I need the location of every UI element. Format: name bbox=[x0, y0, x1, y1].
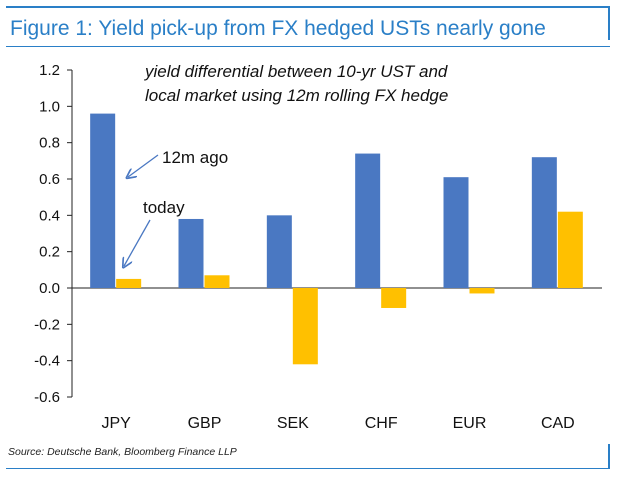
bar-12m-ago-gbp bbox=[178, 218, 204, 288]
annotation-note-line2: local market using 12m rolling FX hedge bbox=[145, 86, 448, 105]
y-tick-label: 1.0 bbox=[39, 98, 60, 115]
x-tick-label: JPY bbox=[101, 415, 131, 432]
y-tick-label: 0.2 bbox=[39, 244, 60, 261]
bar-today-gbp bbox=[204, 275, 230, 288]
x-tick-label: GBP bbox=[188, 415, 222, 432]
bar-12m-ago-chf bbox=[355, 153, 381, 288]
y-tick-label: 0.4 bbox=[39, 207, 60, 224]
bar-12m-ago-cad bbox=[531, 157, 557, 288]
chart-title: Figure 1: Yield pick-up from FX hedged U… bbox=[10, 17, 546, 40]
callout-12m-ago-arrow bbox=[128, 154, 159, 177]
y-tick-label: 0.6 bbox=[39, 171, 60, 188]
title-divider bbox=[6, 46, 610, 47]
bar-today-cad bbox=[557, 211, 583, 288]
title-frame bbox=[6, 6, 610, 40]
footer-frame bbox=[608, 444, 610, 468]
source-note: Source: Deutsche Bank, Bloomberg Finance… bbox=[8, 446, 237, 458]
bar-today-sek bbox=[292, 288, 318, 365]
x-tick-label: CAD bbox=[541, 415, 575, 432]
y-tick-label: 1.2 bbox=[39, 62, 60, 79]
y-tick-label: -0.6 bbox=[34, 389, 60, 406]
bar-12m-ago-jpy bbox=[90, 113, 116, 288]
x-tick-label: SEK bbox=[277, 415, 309, 432]
bar-today-eur bbox=[469, 288, 495, 294]
x-tick-label: EUR bbox=[453, 415, 487, 432]
y-tick-label: -0.2 bbox=[34, 316, 60, 333]
bar-12m-ago-sek bbox=[266, 215, 292, 288]
y-tick-label: 0.8 bbox=[39, 135, 60, 152]
y-tick-label: -0.4 bbox=[34, 353, 60, 370]
x-tick-label: CHF bbox=[365, 415, 398, 432]
callout-12m-ago-label: 12m ago bbox=[162, 148, 228, 167]
annotation-note-line1: yield differential between 10-yr UST and bbox=[144, 62, 448, 81]
callout-today-label: today bbox=[143, 198, 185, 217]
callout-today-arrow bbox=[124, 219, 151, 266]
footer-divider bbox=[6, 468, 610, 469]
y-tick-label: 0.0 bbox=[39, 280, 60, 297]
bar-12m-ago-eur bbox=[443, 177, 469, 288]
bar-today-jpy bbox=[116, 278, 142, 288]
bar-today-chf bbox=[381, 288, 407, 308]
